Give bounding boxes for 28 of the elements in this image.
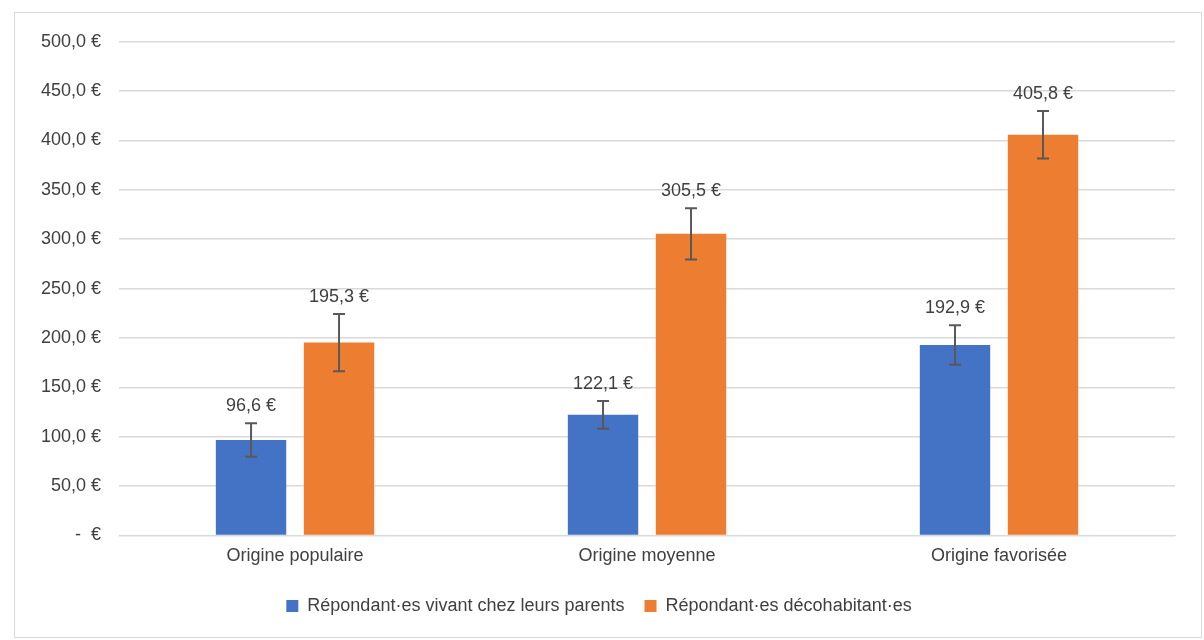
bar: [567, 414, 639, 535]
y-tick-label: 350,0 €: [40, 178, 102, 199]
y-tick-label: 500,0 €: [40, 30, 102, 51]
y-tick-label: 450,0 €: [40, 80, 102, 101]
bar: [1007, 134, 1079, 535]
data-label: 122,1 €: [573, 373, 634, 394]
data-label: 305,5 €: [660, 180, 722, 201]
data-label: 96,6 €: [226, 395, 277, 416]
data-label: 195,3 €: [309, 285, 370, 306]
x-tick-label: Origine populaire: [226, 545, 364, 566]
data-label: 405,8 €: [1012, 83, 1074, 104]
legend-label: Répondant·es vivant chez leurs parents: [307, 594, 625, 615]
data-label: 192,9 €: [924, 297, 986, 318]
x-tick-label: Origine moyenne: [578, 545, 716, 566]
y-tick-label: 400,0 €: [40, 129, 102, 150]
y-tick-label: 250,0 €: [40, 277, 102, 298]
bar: [215, 440, 287, 535]
legend-label: Répondant·es décohabitant·es: [665, 594, 912, 615]
bar: [919, 344, 991, 535]
y-tick-label: 150,0 €: [40, 376, 102, 397]
y-tick-label: 50,0 €: [51, 475, 102, 496]
bar: [655, 233, 727, 535]
y-tick-label: 300,0 €: [40, 228, 102, 249]
bar: [303, 342, 375, 535]
y-tick-label: 200,0 €: [40, 326, 102, 347]
y-tick-label: 100,0 €: [40, 425, 102, 446]
y-tick-label: - €: [75, 524, 102, 545]
x-tick-label: Origine favorisée: [930, 545, 1068, 566]
